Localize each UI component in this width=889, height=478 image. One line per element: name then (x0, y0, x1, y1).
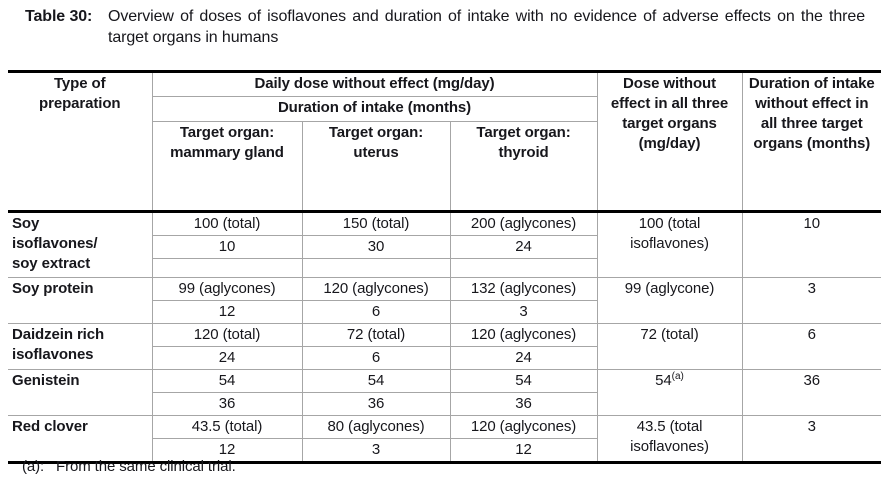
all-dose-cell: 100 (total isoflavones) (597, 211, 743, 278)
table-row (8, 258, 881, 278)
dose-cell-mammary: 120 (total) (152, 323, 303, 347)
dose-cell-uterus: 80 (aglycones) (302, 415, 451, 439)
months-cell-mammary: 12 (152, 300, 303, 324)
prep-cell: Red clover (8, 415, 153, 463)
all-dose-cell: 43.5 (total isoflavones) (597, 415, 743, 463)
months-cell-thyroid: 12 (450, 438, 598, 463)
table-header: Type of preparation Daily dose without e… (8, 71, 882, 213)
footnote-text: From the same clinical trial. (56, 458, 236, 475)
months-cell-mammary: 24 (152, 346, 303, 370)
dose-cell-uterus: 54 (302, 369, 451, 393)
months-cell-uterus: 6 (302, 346, 451, 370)
months-cell-mammary: 36 (152, 392, 303, 416)
table-body: Soy isoflavones/ soy extract 100 (total)… (8, 211, 882, 463)
prep-cell: Soy protein (8, 277, 153, 324)
table-row: Daidzein rich isoflavones 120 (total) 72… (8, 323, 882, 370)
table-row: 12 3 12 (8, 438, 881, 463)
dose-cell-thyroid: 200 (aglycones) (450, 211, 598, 236)
empty-cell (152, 258, 303, 278)
header-organ-mammary: Target organ: mammary gland (152, 121, 303, 213)
table-caption-label: Table 30: (25, 8, 93, 25)
prep-cell: Genistein (8, 369, 153, 416)
header-row-3: Target organ: mammary gland Target organ… (8, 121, 881, 213)
header-type-of-preparation: Type of preparation (8, 71, 153, 213)
table-row: 24 6 24 (8, 346, 881, 370)
all-months-cell: 3 (742, 277, 882, 324)
empty-cell (302, 258, 451, 278)
footnote-marker: (a) (671, 371, 684, 382)
table-footnote: (a): From the same clinical trial. (22, 457, 236, 477)
months-cell-thyroid: 24 (450, 346, 598, 370)
all-months-cell: 36 (742, 369, 882, 416)
dose-cell-mammary: 54 (152, 369, 303, 393)
dose-cell-thyroid: 120 (aglycones) (450, 323, 598, 347)
months-cell-uterus: 36 (302, 392, 451, 416)
header-row-2: Duration of intake (months) (8, 96, 881, 122)
table-row: Soy protein 99 (aglycones) 120 (aglycone… (8, 277, 882, 324)
all-months-cell: 10 (742, 211, 882, 278)
dose-cell-thyroid: 132 (aglycones) (450, 277, 598, 301)
months-cell-thyroid: 36 (450, 392, 598, 416)
table-row: Soy isoflavones/ soy extract 100 (total)… (8, 211, 882, 278)
header-duration-intake: Duration of intake (months) (152, 96, 598, 122)
dose-cell-thyroid: 54 (450, 369, 598, 393)
table-row: 10 30 24 (8, 235, 881, 259)
header-organ-uterus: Target organ: uterus (302, 121, 451, 213)
table-row: Red clover 43.5 (total) 80 (aglycones) 1… (8, 415, 882, 463)
isoflavones-dose-table: Type of preparation Daily dose without e… (8, 70, 882, 464)
dose-cell-mammary: 99 (aglycones) (152, 277, 303, 301)
dose-cell-mammary: 43.5 (total) (152, 415, 303, 439)
footnote-label: (a): (22, 458, 45, 475)
all-dose-cell: 54(a) (597, 369, 743, 416)
dose-cell-uterus: 150 (total) (302, 211, 451, 236)
months-cell-uterus: 6 (302, 300, 451, 324)
months-cell-mammary: 12 (152, 438, 303, 463)
prep-cell: Soy isoflavones/ soy extract (8, 211, 153, 278)
empty-cell (450, 258, 598, 278)
header-organ-thyroid: Target organ: thyroid (450, 121, 598, 213)
header-daily-dose: Daily dose without effect (mg/day) (152, 71, 598, 97)
all-dose-value: 54 (655, 372, 672, 389)
table-row: Genistein 54 54 54 54(a) 36 (8, 369, 882, 416)
dose-cell-mammary: 100 (total) (152, 211, 303, 236)
table-caption: Table 30: Overview of doses of isoflavon… (25, 6, 877, 48)
table-row: 36 36 36 (8, 392, 881, 416)
dose-cell-uterus: 120 (aglycones) (302, 277, 451, 301)
all-months-cell: 3 (742, 415, 882, 463)
dose-cell-thyroid: 120 (aglycones) (450, 415, 598, 439)
dose-cell-uterus: 72 (total) (302, 323, 451, 347)
header-dose-all-organs: Dose without effect in all three target … (597, 71, 743, 213)
months-cell-uterus: 30 (302, 235, 451, 259)
all-dose-cell: 72 (total) (597, 323, 743, 370)
header-duration-all-organs: Duration of intake without effect in all… (742, 71, 882, 213)
months-cell-uterus: 3 (302, 438, 451, 463)
months-cell-thyroid: 24 (450, 235, 598, 259)
table-row: 12 6 3 (8, 300, 881, 324)
header-row-1: Type of preparation Daily dose without e… (8, 71, 882, 213)
prep-cell: Daidzein rich isoflavones (8, 323, 153, 370)
months-cell-mammary: 10 (152, 235, 303, 259)
all-months-cell: 6 (742, 323, 882, 370)
all-dose-cell: 99 (aglycone) (597, 277, 743, 324)
table-caption-text: Overview of doses of isoflavones and dur… (108, 8, 865, 46)
months-cell-thyroid: 3 (450, 300, 598, 324)
